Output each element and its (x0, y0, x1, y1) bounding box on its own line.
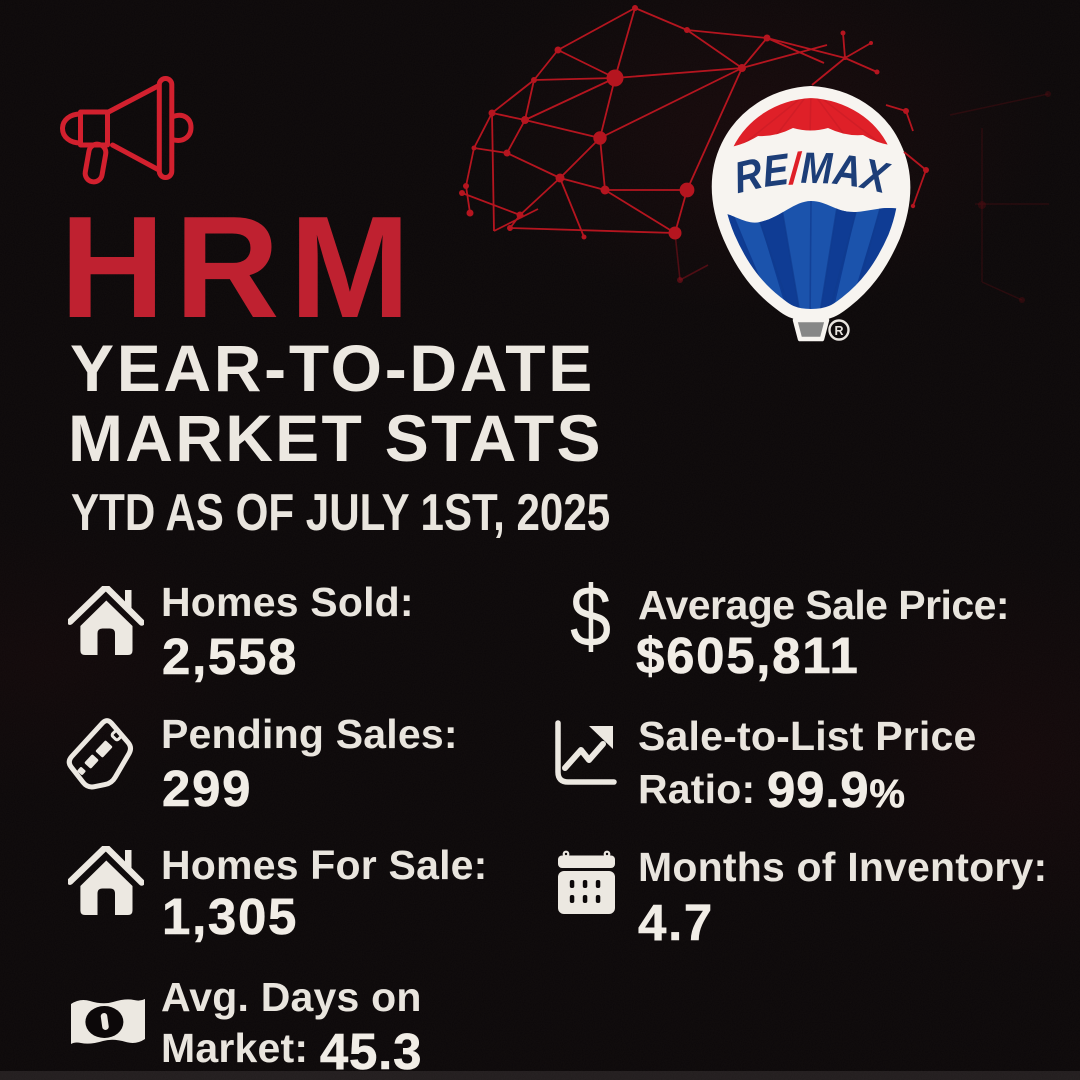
svg-text:R: R (834, 324, 843, 338)
